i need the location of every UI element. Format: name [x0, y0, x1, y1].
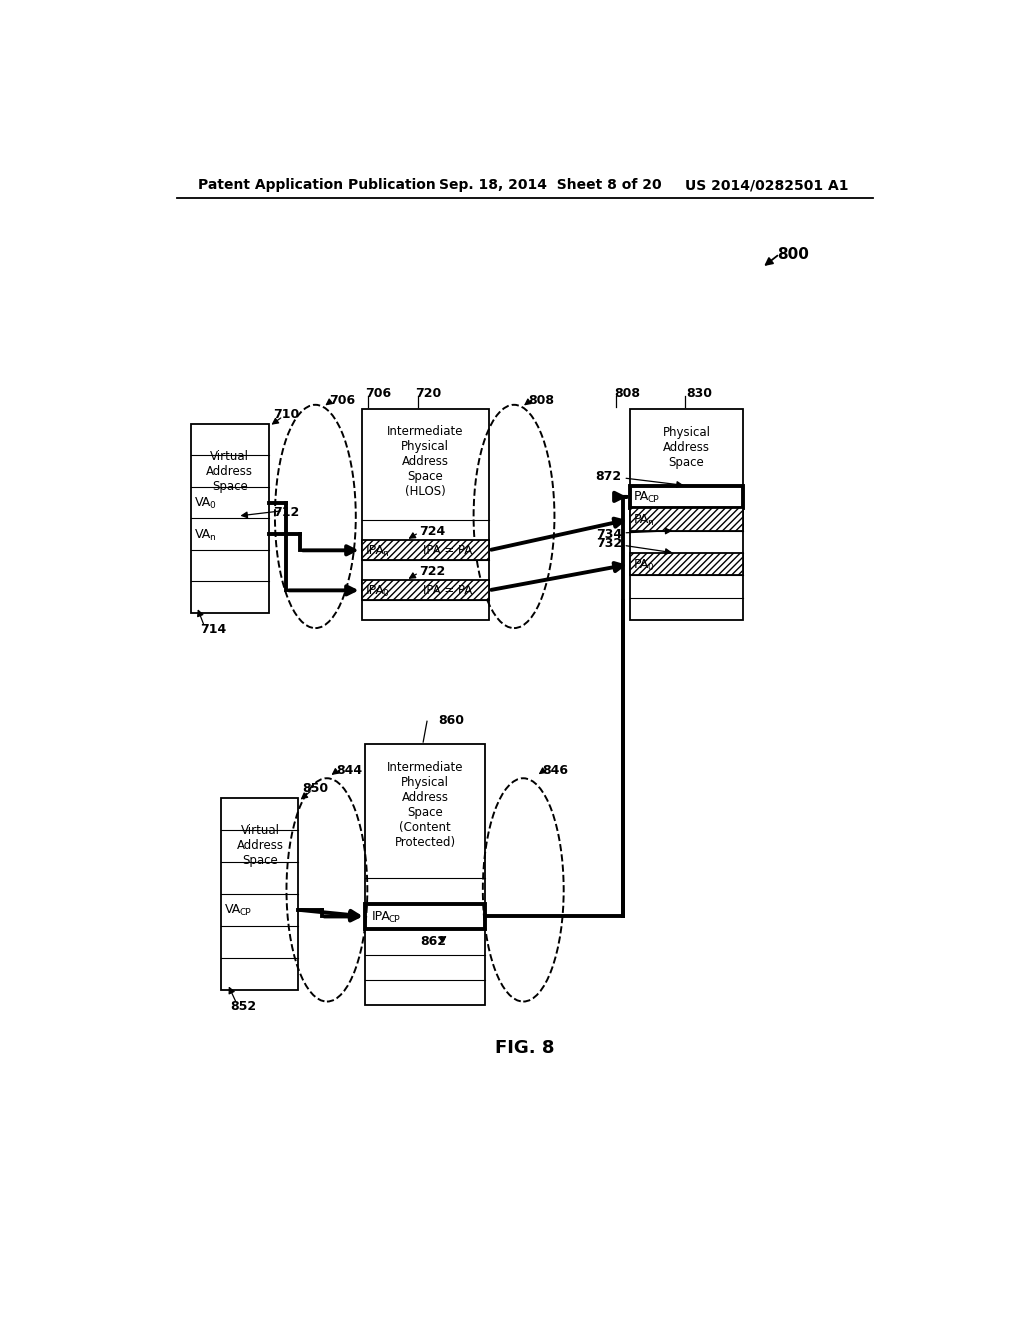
Bar [366, 904, 484, 929]
Text: 872: 872 [596, 470, 622, 483]
Text: 844: 844 [336, 764, 362, 777]
Text: 0: 0 [382, 589, 388, 598]
Text: VA: VA [195, 528, 211, 541]
Bar [366, 743, 484, 1006]
Text: CP: CP [388, 915, 400, 924]
Text: US 2014/0282501 A1: US 2014/0282501 A1 [685, 178, 849, 193]
Bar [361, 540, 488, 561]
Text: 862: 862 [420, 936, 445, 948]
Text: 846: 846 [543, 764, 568, 777]
Text: 706: 706 [366, 387, 391, 400]
Text: PA: PA [634, 558, 648, 570]
Text: 714: 714 [200, 623, 226, 636]
Text: Virtual
Address
Space: Virtual Address Space [207, 450, 253, 492]
Text: IPA: IPA [366, 544, 384, 557]
Text: 706: 706 [330, 395, 355, 408]
Text: Intermediate
Physical
Address
Space
(Content
Protected): Intermediate Physical Address Space (Con… [387, 762, 463, 849]
Text: VA: VA [225, 903, 242, 916]
Text: PA: PA [634, 513, 648, 525]
Text: n: n [382, 549, 388, 558]
Text: n: n [209, 533, 215, 541]
Text: Patent Application Publication: Patent Application Publication [199, 178, 436, 193]
Text: VA: VA [195, 496, 211, 510]
Text: IPA = PA: IPA = PA [423, 583, 473, 597]
Text: CP: CP [647, 495, 658, 504]
Text: Intermediate
Physical
Address
Space
(HLOS): Intermediate Physical Address Space (HLO… [387, 425, 463, 498]
Bar [630, 553, 743, 576]
Bar [361, 581, 488, 601]
Text: CP: CP [240, 908, 251, 917]
Text: 0: 0 [647, 562, 653, 572]
Text: 732: 732 [596, 537, 622, 550]
Text: 712: 712 [273, 506, 299, 519]
Text: IPA: IPA [372, 909, 390, 923]
Text: 0: 0 [209, 502, 215, 511]
Text: Sep. 18, 2014  Sheet 8 of 20: Sep. 18, 2014 Sheet 8 of 20 [438, 178, 662, 193]
Text: n: n [647, 517, 653, 527]
Text: 860: 860 [438, 714, 465, 727]
Text: 830: 830 [686, 387, 713, 400]
Text: 734: 734 [596, 528, 622, 541]
Text: 724: 724 [419, 524, 445, 537]
Text: 710: 710 [273, 408, 299, 421]
Text: 808: 808 [614, 387, 640, 400]
Text: 800: 800 [777, 247, 809, 263]
Bar [221, 797, 298, 990]
Text: 722: 722 [419, 565, 445, 578]
Text: Physical
Address
Space: Physical Address Space [663, 425, 711, 469]
Text: PA: PA [634, 490, 648, 503]
Text: 852: 852 [230, 1001, 257, 1014]
Text: 850: 850 [302, 781, 329, 795]
Text: IPA = PA: IPA = PA [423, 544, 473, 557]
Text: IPA: IPA [366, 583, 384, 597]
Text: 808: 808 [528, 395, 555, 408]
Text: 720: 720 [416, 387, 441, 400]
Text: FIG. 8: FIG. 8 [495, 1039, 555, 1057]
Bar [190, 424, 269, 612]
Bar [630, 508, 743, 531]
Bar [630, 409, 743, 620]
Bar [630, 486, 743, 508]
Bar [361, 409, 488, 620]
Text: Virtual
Address
Space: Virtual Address Space [237, 824, 284, 867]
